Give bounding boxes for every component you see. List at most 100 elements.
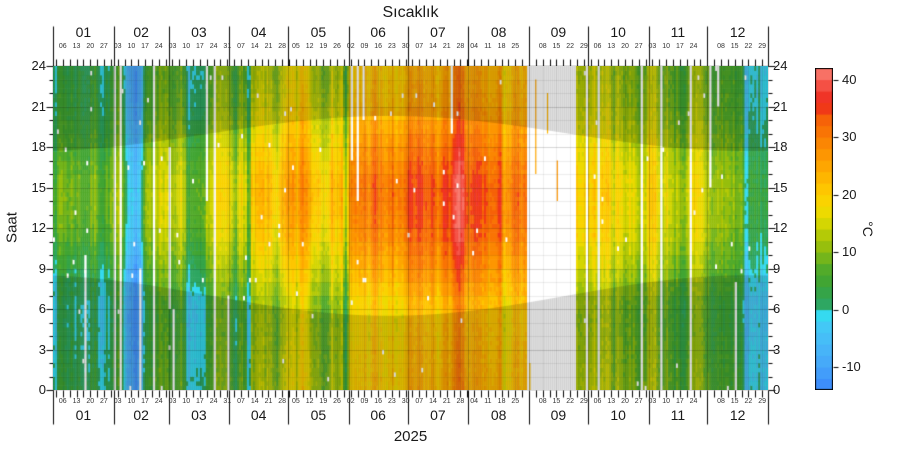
week-tick-label: 03 [113, 43, 122, 50]
week-tick-label: 29 [579, 43, 588, 50]
y-tick-label: 0 [38, 382, 46, 397]
y-tick-label: 15 [773, 179, 788, 195]
week-tick-label: 27 [100, 43, 108, 50]
week-tick-label: 10 [127, 43, 136, 50]
week-tick-label: 17 [141, 398, 149, 405]
week-tick-label: 20 [86, 43, 95, 50]
y-tick-label: 9 [38, 260, 46, 276]
week-tick-label: 03 [168, 43, 177, 50]
week-tick-label: 06 [58, 398, 67, 405]
month-label: 01 [75, 407, 92, 423]
week-tick-label: 22 [744, 43, 753, 50]
week-tick-label: 20 [86, 398, 95, 405]
month-label: 09 [550, 24, 567, 40]
week-tick-label: 21 [442, 43, 451, 50]
colorbar-label: °C [860, 221, 876, 237]
week-tick-label: 18 [497, 398, 506, 405]
week-tick-label: 06 [58, 43, 67, 50]
colorbar-tick-label: 40 [842, 71, 857, 87]
month-label: 01 [75, 24, 92, 40]
week-tick-label: 19 [319, 43, 328, 50]
y-tick-label: 3 [38, 341, 46, 357]
week-tick-label: 26 [333, 43, 341, 50]
week-tick-label: 25 [511, 43, 520, 50]
week-tick-label: 16 [374, 398, 383, 405]
week-tick-label: 30 [401, 398, 410, 405]
week-tick-label: 13 [72, 43, 81, 50]
month-label: 04 [250, 24, 267, 40]
week-tick-label: 13 [607, 398, 616, 405]
week-tick-label: 12 [305, 398, 314, 405]
week-tick-label: 22 [566, 43, 575, 50]
week-tick-label: 18 [497, 43, 506, 50]
y-tick-label: 21 [31, 98, 46, 114]
week-tick-label: 24 [689, 398, 698, 405]
week-tick-label: 27 [634, 398, 643, 405]
week-tick-label: 07 [415, 398, 424, 405]
week-tick-label: 23 [387, 398, 396, 405]
y-tick-label: 3 [773, 341, 781, 357]
colorbar-tick-label: 20 [842, 186, 857, 202]
y-tick-label: 12 [31, 220, 46, 235]
page-title: Sıcaklık [382, 4, 439, 21]
y-tick-label: 18 [773, 139, 788, 154]
month-label: 07 [430, 24, 446, 40]
month-label: 12 [729, 407, 746, 423]
month-label: 06 [370, 407, 386, 423]
month-label: 11 [670, 407, 686, 423]
week-tick-label: 24 [689, 43, 698, 50]
week-tick-label: 09 [360, 398, 369, 405]
week-tick-label: 20 [621, 43, 629, 50]
week-tick-label: 27 [634, 43, 643, 50]
week-tick-label: 16 [374, 43, 383, 50]
week-tick-label: 21 [264, 43, 273, 50]
week-tick-label: 15 [730, 398, 739, 405]
week-tick-label: 12 [305, 43, 314, 50]
week-tick-label: 03 [113, 398, 122, 405]
month-label: 03 [191, 24, 207, 40]
week-tick-label: 03 [168, 398, 177, 405]
week-tick-label: 04 [470, 43, 479, 50]
month-label: 10 [610, 24, 626, 40]
week-tick-label: 07 [237, 398, 245, 405]
week-tick-label: 03 [648, 43, 657, 50]
week-tick-label: 17 [675, 398, 684, 405]
week-tick-label: 24 [209, 398, 218, 405]
week-tick-label: 17 [675, 43, 684, 50]
week-tick-label: 24 [209, 43, 218, 50]
month-label: 05 [310, 24, 327, 40]
week-tick-label: 26 [333, 398, 341, 405]
week-tick-label: 10 [662, 398, 671, 405]
week-tick-label: 08 [717, 398, 725, 405]
week-tick-label: 14 [429, 43, 437, 50]
week-tick-label: 28 [456, 398, 465, 405]
week-tick-label: 05 [291, 43, 300, 50]
week-tick-label: 25 [511, 398, 520, 405]
colorbar-tick-label: 30 [842, 129, 857, 144]
week-tick-label: 06 [593, 43, 602, 50]
y-tick-label: 21 [773, 98, 788, 114]
week-tick-label: 19 [319, 398, 328, 405]
week-tick-label: 29 [758, 43, 766, 50]
week-tick-label: 07 [415, 43, 424, 50]
month-label: 07 [430, 407, 446, 423]
week-tick-label: 06 [593, 398, 602, 405]
colorbar-tick-label: 10 [842, 244, 857, 259]
x-axis-year-label: 2025 [393, 428, 428, 445]
week-tick-label: 22 [566, 398, 575, 405]
week-tick-label: 29 [579, 398, 588, 405]
week-tick-label: 13 [72, 398, 81, 405]
month-label: 10 [610, 407, 626, 423]
month-label: 11 [670, 24, 686, 40]
month-label: 06 [370, 24, 386, 40]
y-tick-label: 15 [31, 179, 46, 195]
month-label: 02 [133, 407, 149, 423]
colorbar-canvas [815, 68, 833, 390]
week-tick-label: 10 [182, 398, 191, 405]
week-tick-label: 22 [744, 398, 753, 405]
week-tick-label: 02 [346, 398, 355, 405]
month-label: 05 [310, 407, 327, 423]
week-tick-label: 09 [360, 43, 369, 50]
week-tick-label: 13 [607, 43, 616, 50]
